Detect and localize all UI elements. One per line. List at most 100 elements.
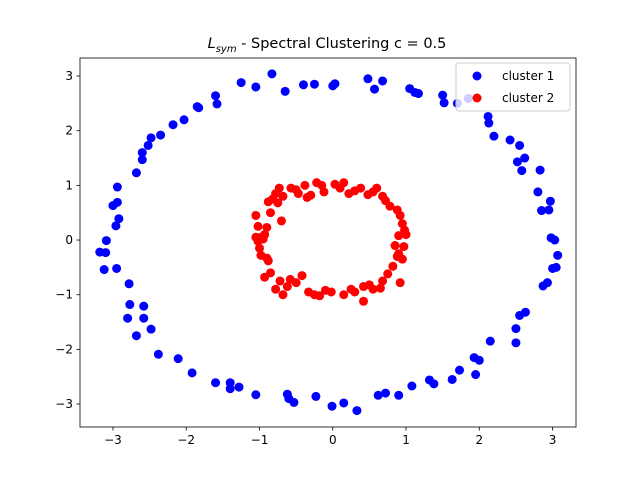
y-tick-label: −2 (55, 342, 73, 356)
data-point-cluster-1 (143, 140, 153, 150)
data-point-cluster-1 (511, 338, 521, 348)
data-point-cluster-1 (439, 98, 449, 108)
data-point-cluster-2 (390, 241, 400, 251)
data-point-cluster-2 (278, 290, 288, 300)
data-point-cluster-2 (359, 296, 369, 306)
data-point-cluster-2 (253, 221, 263, 231)
data-point-cluster-1 (280, 86, 290, 96)
data-point-cluster-1 (211, 378, 221, 388)
data-point-cluster-1 (429, 379, 439, 389)
data-point-cluster-2 (388, 261, 398, 271)
data-point-cluster-1 (112, 197, 122, 207)
data-point-cluster-2 (276, 216, 286, 226)
data-point-cluster-1 (311, 391, 321, 401)
data-point-cluster-1 (537, 206, 547, 216)
data-point-cluster-2 (278, 191, 288, 201)
data-point-cluster-1 (194, 103, 204, 113)
data-point-cluster-1 (112, 182, 122, 192)
data-point-cluster-1 (511, 324, 521, 334)
data-point-cluster-1 (298, 80, 308, 90)
data-point-cluster-1 (455, 365, 465, 375)
data-point-cluster-1 (146, 133, 156, 143)
data-point-cluster-2 (375, 283, 385, 293)
x-tick-label: 0 (329, 433, 337, 447)
data-point-cluster-1 (131, 168, 141, 178)
data-point-cluster-2 (273, 198, 283, 208)
data-point-cluster-2 (260, 272, 270, 282)
data-point-cluster-1 (267, 69, 277, 79)
data-point-cluster-1 (289, 397, 299, 407)
data-point-cluster-1 (542, 278, 552, 288)
data-point-cluster-1 (370, 84, 380, 94)
chart-title: Lsym - Spectral Clustering c = 0.5 (208, 36, 447, 55)
x-tick-label: −3 (104, 433, 122, 447)
data-point-cluster-1 (512, 157, 522, 167)
data-point-cluster-1 (124, 279, 134, 289)
data-point-cluster-2 (356, 183, 366, 193)
data-point-cluster-1 (535, 165, 545, 175)
data-point-cluster-1 (211, 91, 221, 101)
data-point-cluster-1 (471, 370, 481, 380)
legend: cluster 1 cluster 2 (455, 62, 571, 112)
data-point-cluster-1 (309, 79, 319, 89)
title-text: - Spectral Clustering c = 0.5 (237, 36, 447, 52)
data-point-cluster-2 (394, 231, 404, 241)
title-symbol: L (208, 36, 216, 52)
y-tick-label: 0 (65, 233, 73, 247)
y-tick-label: 2 (65, 124, 73, 138)
data-point-cluster-1 (352, 406, 362, 416)
data-point-cluster-2 (254, 243, 264, 253)
data-point-cluster-2 (385, 201, 395, 211)
data-point-cluster-2 (320, 285, 330, 295)
data-point-cluster-1 (474, 355, 484, 365)
legend-box (455, 62, 571, 112)
data-point-cluster-2 (401, 230, 411, 240)
data-point-cluster-1 (330, 79, 340, 89)
y-tick-label: 3 (65, 69, 73, 83)
data-point-cluster-1 (101, 236, 111, 246)
data-point-cluster-1 (447, 374, 457, 384)
data-point-cluster-1 (123, 313, 133, 323)
data-point-cluster-2 (300, 180, 310, 190)
x-tick-label: −1 (251, 433, 269, 447)
data-point-cluster-2 (274, 183, 284, 193)
data-point-cluster-1 (438, 90, 448, 100)
data-point-cluster-1 (520, 153, 530, 163)
legend-marker-cluster-2 (472, 93, 482, 103)
data-point-cluster-1 (484, 118, 494, 128)
data-point-cluster-2 (392, 251, 402, 261)
data-point-cluster-1 (179, 115, 189, 125)
data-point-cluster-1 (131, 331, 141, 341)
data-point-cluster-2 (275, 276, 285, 286)
data-point-cluster-1 (551, 262, 561, 272)
data-point-cluster-1 (251, 82, 261, 92)
data-point-cluster-2 (304, 287, 314, 297)
data-point-cluster-1 (544, 205, 554, 215)
data-point-cluster-1 (173, 354, 183, 364)
axis-ticks: −3 −2 −1 0 1 2 3 −3 −2 −1 0 1 2 3 (55, 69, 556, 447)
y-tick-label: −1 (55, 288, 73, 302)
data-point-cluster-2 (346, 284, 356, 294)
data-point-cluster-1 (234, 382, 244, 392)
data-point-cluster-1 (212, 99, 222, 109)
data-point-cluster-1 (413, 89, 423, 99)
data-point-cluster-2 (297, 271, 307, 281)
data-point-cluster-1 (485, 336, 495, 346)
data-point-cluster-1 (111, 221, 121, 231)
data-point-cluster-1 (153, 349, 163, 359)
series-cluster-2 (251, 178, 411, 306)
plot-area (80, 58, 576, 427)
data-point-cluster-1 (327, 401, 337, 411)
data-point-cluster-1 (112, 263, 122, 273)
data-point-cluster-2 (271, 284, 281, 294)
data-point-cluster-1 (236, 78, 246, 88)
y-tick-label: −3 (55, 397, 73, 411)
data-point-cluster-1 (137, 155, 147, 165)
data-point-cluster-1 (489, 131, 499, 141)
data-point-cluster-1 (139, 313, 149, 323)
data-point-cluster-2 (364, 280, 374, 290)
data-point-cluster-1 (146, 324, 156, 334)
title-subscript: sym (216, 44, 237, 55)
data-point-cluster-1 (381, 388, 391, 398)
